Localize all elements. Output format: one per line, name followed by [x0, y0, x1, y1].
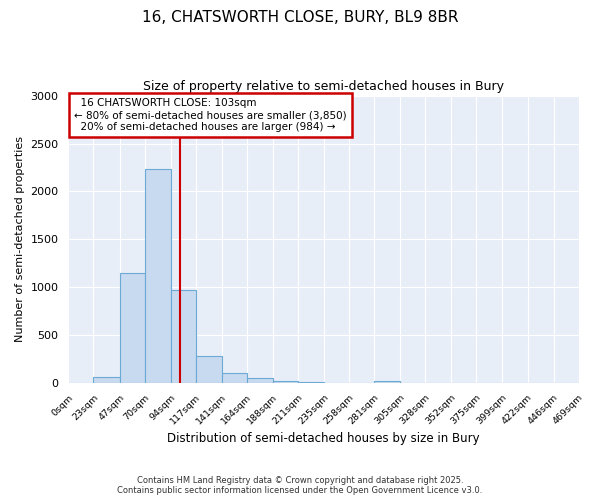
Bar — [374, 382, 400, 383]
Bar — [247, 378, 273, 383]
Bar — [170, 290, 196, 383]
Text: 16, CHATSWORTH CLOSE, BURY, BL9 8BR: 16, CHATSWORTH CLOSE, BURY, BL9 8BR — [142, 10, 458, 25]
Bar — [298, 382, 324, 383]
Bar — [196, 356, 222, 383]
Bar — [273, 382, 298, 383]
Title: Size of property relative to semi-detached houses in Bury: Size of property relative to semi-detach… — [143, 80, 504, 93]
Y-axis label: Number of semi-detached properties: Number of semi-detached properties — [15, 136, 25, 342]
Text: 16 CHATSWORTH CLOSE: 103sqm  
← 80% of semi-detached houses are smaller (3,850)
: 16 CHATSWORTH CLOSE: 103sqm ← 80% of sem… — [74, 98, 346, 132]
Bar — [222, 373, 247, 383]
X-axis label: Distribution of semi-detached houses by size in Bury: Distribution of semi-detached houses by … — [167, 432, 480, 445]
Bar — [94, 378, 119, 383]
Bar — [119, 273, 145, 383]
Bar — [145, 170, 170, 383]
Text: Contains HM Land Registry data © Crown copyright and database right 2025.
Contai: Contains HM Land Registry data © Crown c… — [118, 476, 482, 495]
